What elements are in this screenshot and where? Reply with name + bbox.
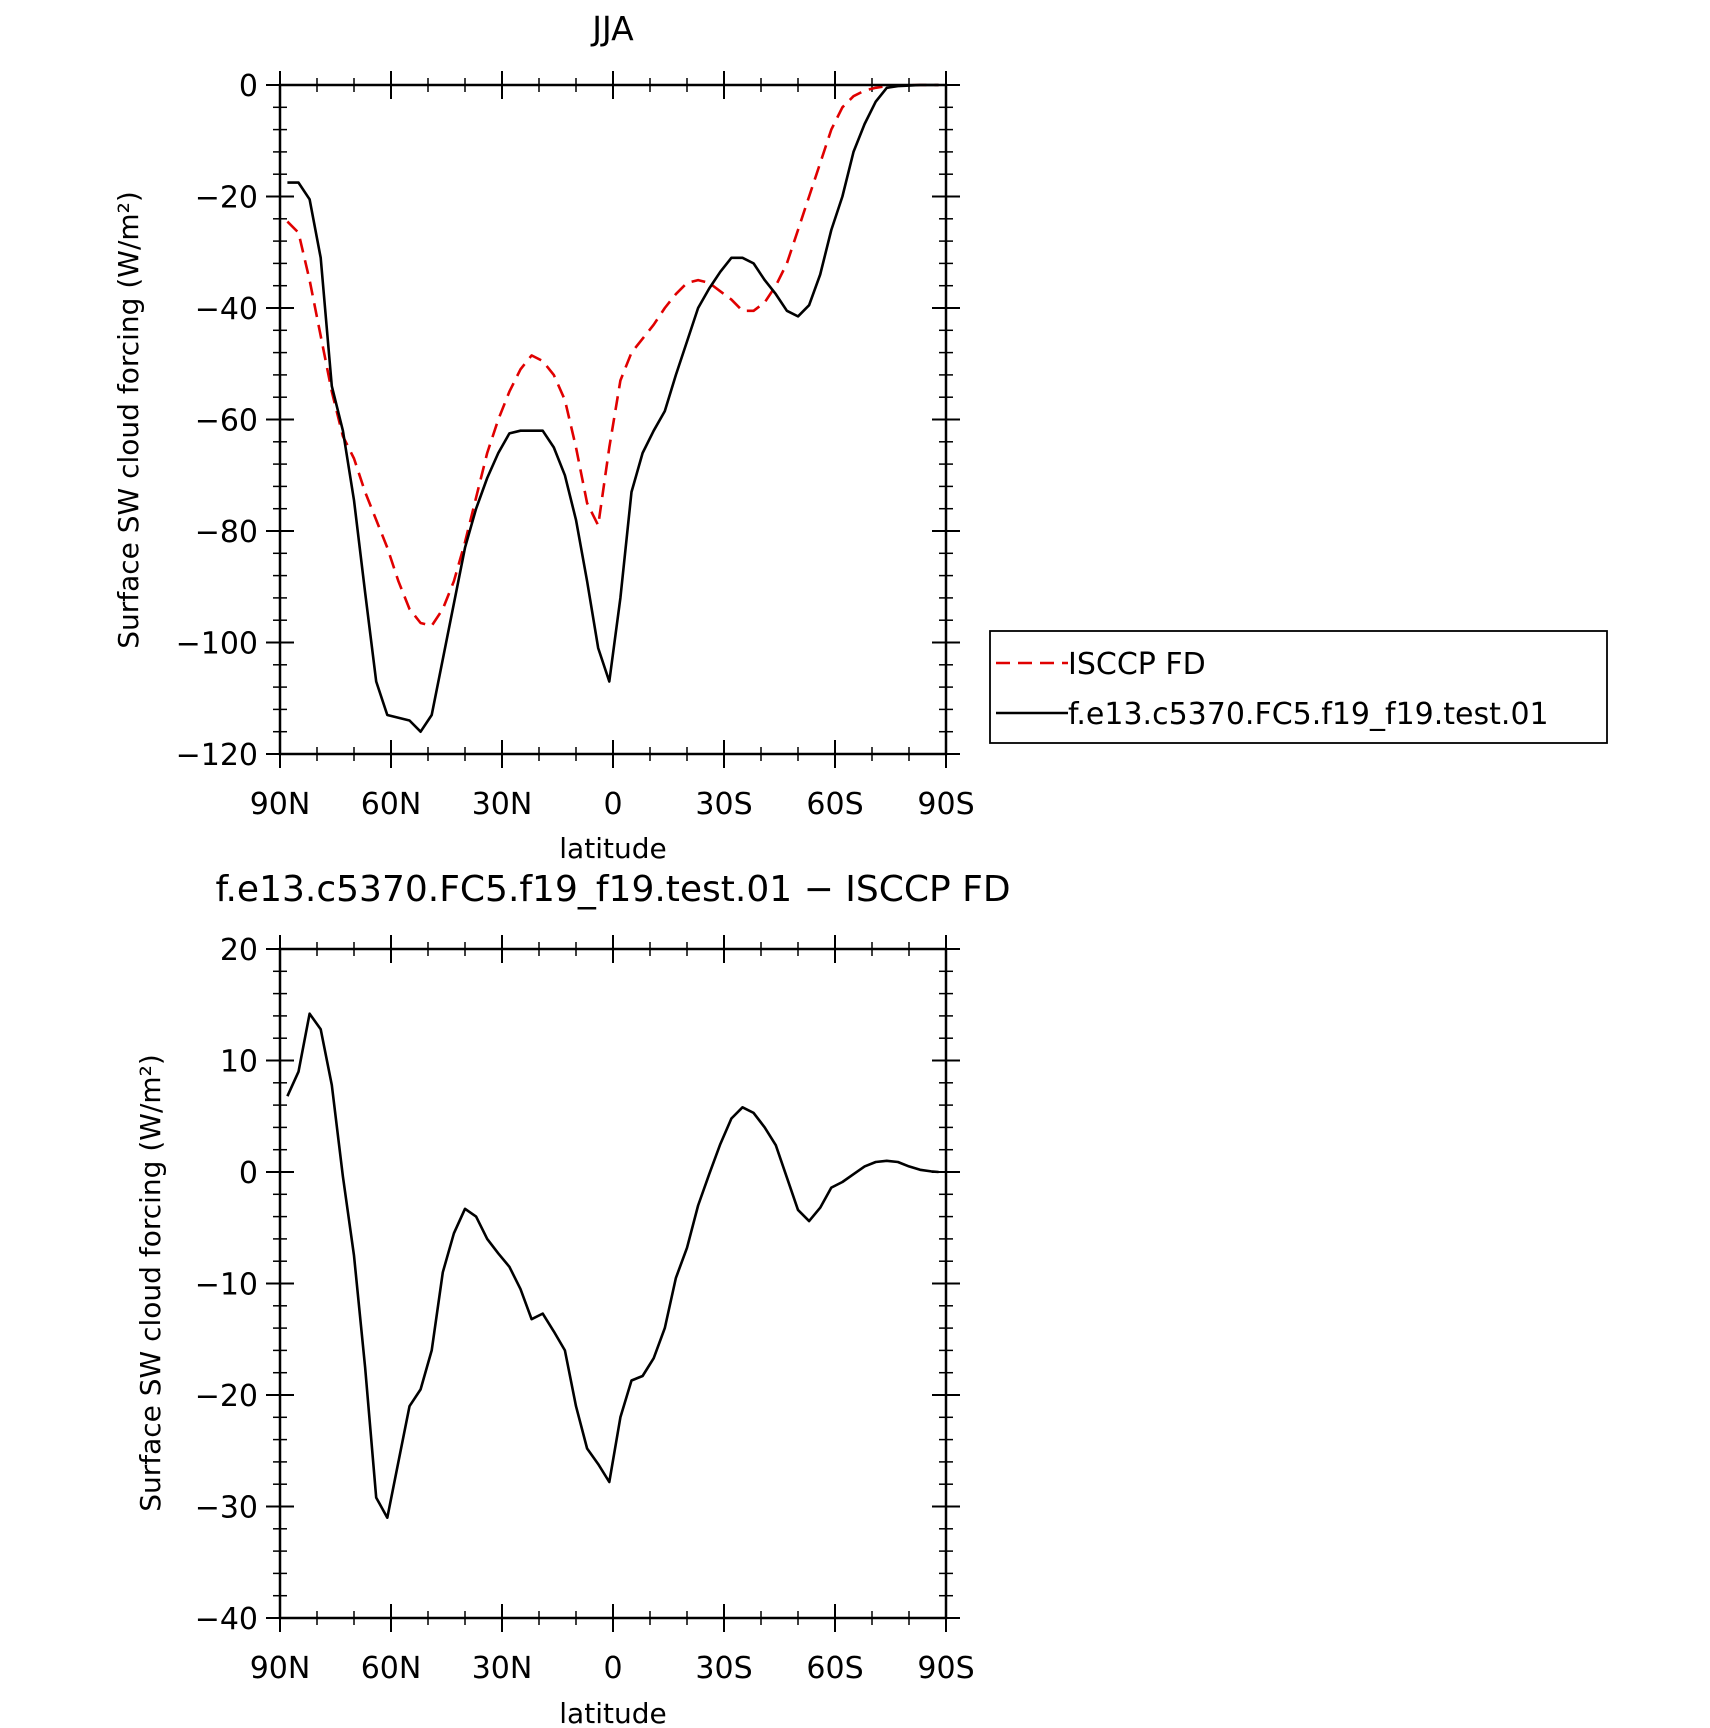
- y-tick-label: −20: [195, 1379, 258, 1414]
- y-tick-label: −100: [176, 627, 258, 662]
- x-tick-label: 30N: [472, 1651, 533, 1686]
- x-tick-label: 30S: [695, 1651, 752, 1686]
- top-panel-plot-area: [286, 83, 939, 733]
- x-tick-label: 60S: [806, 787, 863, 822]
- bottom-panel-x-axis-label: latitude: [559, 1697, 666, 1728]
- x-tick-label: 90N: [250, 1651, 311, 1686]
- bottom-panel: f.e13.c5370.FC5.f19_f19.test.01 − ISCCP …: [134, 869, 1011, 1728]
- y-tick-label: −30: [195, 1491, 258, 1526]
- bottom-panel-series-0-line: [286, 1012, 939, 1519]
- x-tick-label: 60N: [361, 1651, 422, 1686]
- legend-box: [989, 630, 1608, 744]
- x-tick-label: 0: [603, 787, 622, 822]
- x-tick-label: 0: [603, 1651, 622, 1686]
- y-tick-label: −10: [195, 1268, 258, 1303]
- legend-label-isccp: ISCCP FD: [1068, 647, 1206, 682]
- y-tick-label: −120: [176, 738, 258, 773]
- bottom-panel-y-axis-label: Surface SW cloud forcing (W/m²): [134, 1054, 167, 1512]
- legend-label-model: f.e13.c5370.FC5.f19_f19.test.01: [1068, 697, 1549, 732]
- y-tick-label: −60: [195, 404, 258, 439]
- y-tick-label: 20: [220, 933, 258, 968]
- x-tick-label: 90N: [250, 787, 311, 822]
- top-panel-series-0-line: [286, 83, 939, 628]
- bottom-panel-title: f.e13.c5370.FC5.f19_f19.test.01 − ISCCP …: [215, 869, 1010, 910]
- bottom-panel-plot-area: [286, 1012, 939, 1519]
- x-tick-label: 90S: [917, 1651, 974, 1686]
- y-tick-label: −40: [195, 292, 258, 327]
- x-tick-label: 30S: [695, 787, 752, 822]
- top-panel-x-axis-label: latitude: [559, 832, 666, 865]
- x-tick-label: 60S: [806, 1651, 863, 1686]
- top-panel-series-1-line: [287, 83, 939, 733]
- bottom-panel-frame: [278, 947, 948, 1620]
- top-panel: JJA latitude Surface SW cloud forcing (W…: [112, 9, 1608, 865]
- top-panel-title: JJA: [590, 9, 634, 48]
- x-tick-label: 60N: [361, 787, 422, 822]
- y-tick-label: 10: [220, 1045, 258, 1080]
- top-panel-frame: [278, 83, 948, 756]
- bottom-panel-ticks: 20 10 0 −10 −20 −30 −40 90N 60N 30N 0 30S 60S 90S: [195, 933, 975, 1686]
- y-tick-label: −40: [195, 1602, 258, 1637]
- x-tick-label: 90S: [917, 787, 974, 822]
- top-panel-y-axis-label: Surface SW cloud forcing (W/m²): [112, 191, 145, 649]
- y-tick-label: 0: [239, 69, 258, 104]
- x-tick-label: 30N: [472, 787, 533, 822]
- legend: ISCCP FD f.e13.c5370.FC5.f19_f19.test.01: [989, 630, 1608, 744]
- y-tick-label: −80: [195, 515, 258, 550]
- y-tick-label: −20: [195, 181, 258, 216]
- y-tick-label: 0: [239, 1156, 258, 1191]
